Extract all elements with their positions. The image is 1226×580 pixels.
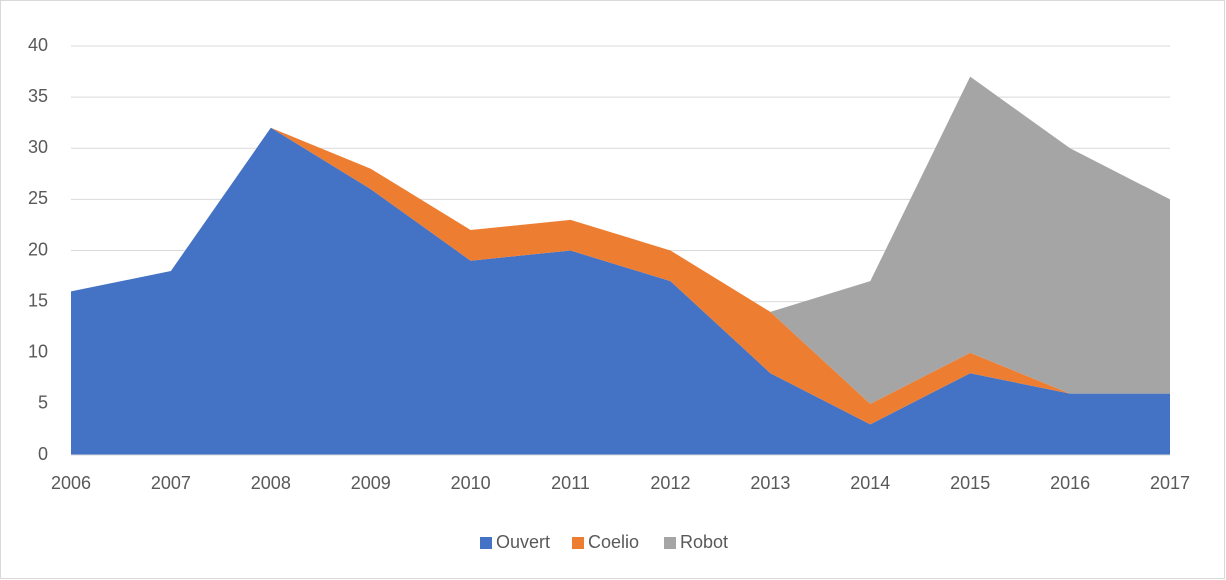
x-tick-label: 2016 xyxy=(1050,473,1090,493)
legend-label: Coelio xyxy=(588,532,639,552)
x-tick-label: 2013 xyxy=(750,473,790,493)
legend-swatch xyxy=(572,537,584,549)
x-tick-label: 2007 xyxy=(151,473,191,493)
y-tick-label: 35 xyxy=(28,86,48,106)
y-tick-label: 0 xyxy=(38,444,48,464)
x-tick-label: 2008 xyxy=(251,473,291,493)
y-tick-label: 5 xyxy=(38,393,48,413)
x-tick-label: 2012 xyxy=(650,473,690,493)
legend-swatch xyxy=(664,537,676,549)
x-tick-label: 2009 xyxy=(351,473,391,493)
legend-label: Robot xyxy=(680,532,728,552)
y-tick-label: 25 xyxy=(28,188,48,208)
x-tick-label: 2011 xyxy=(551,473,590,493)
y-tick-label: 10 xyxy=(28,342,48,362)
x-tick-label: 2010 xyxy=(451,473,491,493)
x-tick-label: 2015 xyxy=(950,473,990,493)
y-tick-label: 40 xyxy=(28,35,48,55)
y-tick-label: 15 xyxy=(28,290,48,310)
y-tick-label: 20 xyxy=(28,239,48,259)
legend-label: Ouvert xyxy=(496,532,550,552)
x-tick-label: 2017 xyxy=(1150,473,1190,493)
area xyxy=(71,76,1170,404)
x-tick-label: 2006 xyxy=(51,473,91,493)
legend-swatch xyxy=(480,537,492,549)
x-tick-label: 2014 xyxy=(850,473,890,493)
y-tick-label: 30 xyxy=(28,137,48,157)
area xyxy=(71,127,1170,456)
